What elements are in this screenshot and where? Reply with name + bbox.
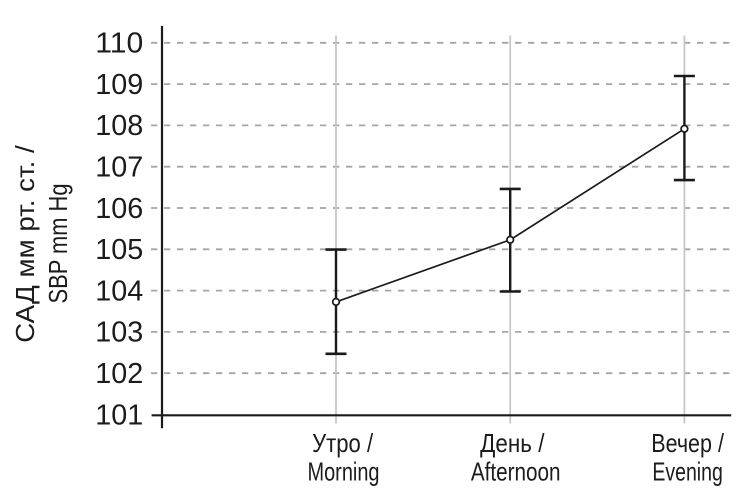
svg-text:Вечер /: Вечер /: [651, 428, 724, 458]
svg-text:Afternoon: Afternoon: [471, 457, 561, 487]
svg-text:106: 106: [95, 193, 143, 225]
svg-text:Утро /: Утро /: [312, 428, 374, 458]
svg-text:104: 104: [95, 275, 143, 307]
svg-text:101: 101: [95, 399, 143, 431]
svg-text:103: 103: [95, 317, 143, 349]
svg-text:109: 109: [95, 69, 143, 101]
svg-text:110: 110: [95, 28, 143, 60]
svg-text:Morning: Morning: [308, 457, 380, 487]
svg-text:105: 105: [95, 234, 143, 266]
svg-text:Evening: Evening: [652, 457, 723, 487]
svg-text:SBP mm Hg: SBP mm Hg: [43, 184, 73, 304]
svg-text:САД мм рт. ст. /: САД мм рт. ст. /: [10, 144, 40, 342]
svg-text:108: 108: [95, 110, 143, 142]
svg-text:День /: День /: [480, 428, 545, 458]
svg-text:102: 102: [95, 358, 143, 390]
svg-text:107: 107: [95, 152, 143, 184]
